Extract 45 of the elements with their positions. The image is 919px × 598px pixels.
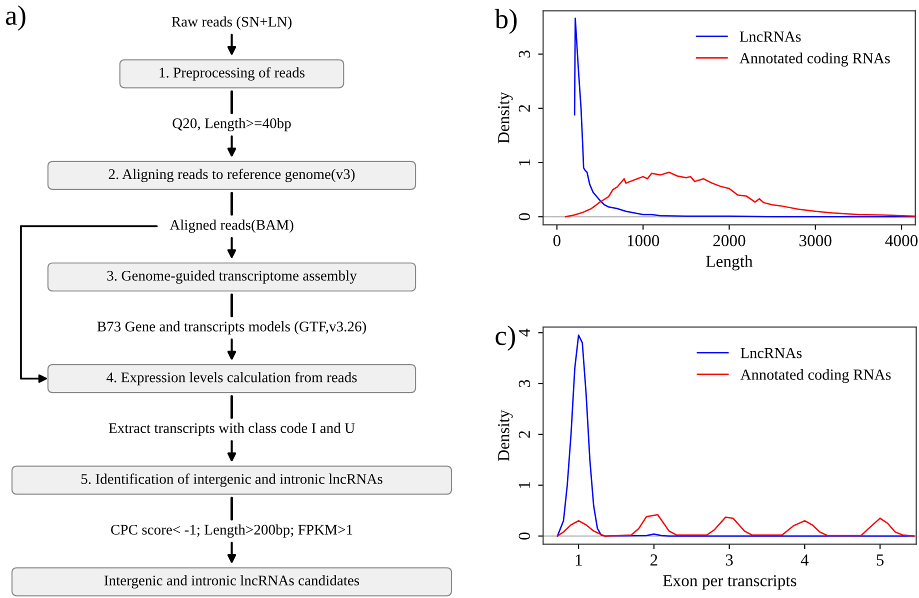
line-series (564, 172, 916, 218)
x-tick-label: 5 (876, 554, 884, 566)
text: CPC score< -1; Length>200bp; FPKM>1 (111, 524, 352, 538)
x-axis-title: Length (706, 255, 753, 270)
x-tick-label: 2000 (713, 235, 746, 246)
text: Q20, Length>=40bp (172, 118, 291, 132)
text: a) (6, 5, 26, 31)
y-axis-title: Density (498, 92, 513, 144)
y-tick-label: 0 (518, 532, 530, 540)
y-tick-label: 3 (518, 50, 530, 58)
x-axis-title: Exon per transcripts (663, 575, 796, 590)
y-tick-label: 1 (518, 159, 530, 166)
y-tick-label: 2 (518, 105, 530, 112)
x-tick-label: 1000 (628, 235, 660, 246)
chart-title: c) (496, 326, 515, 351)
x-tick-label: 2 (650, 554, 658, 566)
text: 4. Expression levels calculation from reads (106, 372, 357, 386)
x-tick-label: 4000 (885, 235, 918, 246)
text: Extract transcripts with class code I and U (108, 422, 355, 436)
text: 1. Preprocessing of reads (160, 67, 305, 81)
x-tick-label: 3000 (800, 235, 832, 246)
text: Raw reads (SN+LN) (172, 16, 292, 30)
text: B73 Gene and transcripts models (GTF,v3.26) (97, 321, 366, 334)
y-tick-label: 3 (518, 380, 530, 387)
y-tick-label: 4 (518, 328, 530, 337)
text: Aligned reads(BAM) (170, 220, 294, 233)
y-tick-label: 2 (518, 431, 530, 438)
legend-label: LncRNAs (740, 32, 801, 42)
x-tick-label: 3 (726, 554, 733, 566)
y-tick-label: 0 (518, 213, 530, 220)
text: 3. Genome-guided transcriptome assembly (107, 270, 357, 284)
legend-label: LncRNAs (740, 348, 802, 358)
x-tick-label: 1 (576, 554, 582, 566)
line-series (574, 18, 916, 218)
x-tick-label: 4 (800, 554, 809, 566)
legend-label: Annotated coding RNAs (739, 52, 890, 67)
legend-label: Annotated coding RNAs (740, 369, 891, 383)
chart-title: b) (494, 8, 517, 34)
text: 5. Identification of intergenic and intronic lncRNAs (81, 473, 382, 487)
x-tick-label: 0 (553, 235, 560, 246)
y-axis-title: Density (498, 410, 513, 462)
text: Intergenic and intronic lncRNAs candidates (104, 575, 360, 588)
line-series (556, 514, 915, 537)
y-tick-label: 1 (518, 482, 530, 488)
text: 2. Aligning reads to reference genome(v3) (108, 168, 355, 182)
